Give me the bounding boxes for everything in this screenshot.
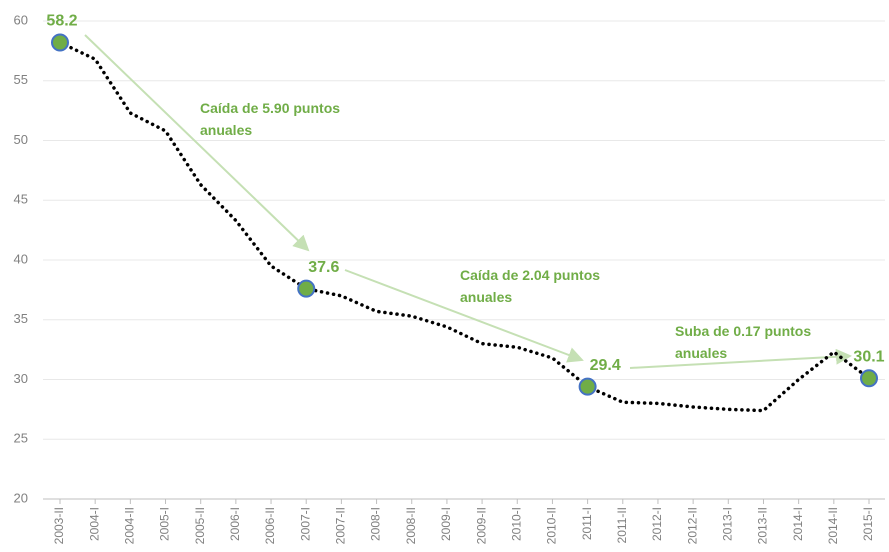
- data-label: 30.1: [853, 349, 884, 366]
- x-tick-label: 2006-II: [263, 507, 277, 544]
- data-line: [58, 40, 871, 413]
- x-tick-label: 2014-I: [791, 507, 805, 541]
- y-tick-label: 40: [14, 251, 28, 266]
- y-tick-label: 30: [14, 371, 28, 386]
- y-tick-label: 60: [14, 12, 28, 27]
- x-tick-label: 2004-II: [123, 507, 137, 544]
- x-tick-label: 2003-II: [52, 507, 66, 544]
- x-tick-label: 2008-I: [369, 507, 383, 541]
- x-tick-label: 2014-II: [826, 507, 840, 544]
- x-tick-label: 2010-II: [545, 507, 559, 544]
- x-tick-label: 2011-I: [580, 507, 594, 540]
- arrow: [629, 348, 852, 369]
- y-tick-label: 35: [14, 311, 28, 326]
- annotation: Caída de 2.04 puntos anuales: [460, 267, 601, 305]
- x-tick-label: 2009-I: [439, 507, 453, 541]
- x-tick-label: 2009-II: [474, 507, 488, 544]
- x-tick-label: 2005-II: [193, 507, 207, 544]
- x-tick-label: 2015-I: [861, 507, 875, 541]
- x-tick-label: 2013-II: [756, 507, 770, 544]
- x-tick-label: 2010-I: [509, 507, 523, 541]
- x-tick-label: 2004-I: [87, 507, 101, 541]
- annotation: Suba de 0.17 puntos anuales: [675, 323, 812, 361]
- data-label: 37.6: [308, 259, 339, 276]
- x-tick-label: 2007-II: [334, 507, 348, 544]
- x-tick-label: 2011-II: [615, 507, 629, 543]
- x-tick-label: 2007-I: [298, 507, 312, 541]
- highlight-marker: [578, 377, 597, 396]
- highlight-marker: [51, 33, 69, 52]
- y-tick-label: 25: [14, 431, 28, 446]
- y-tick-label: 45: [14, 192, 28, 207]
- x-tick-label: 2013-I: [720, 507, 734, 541]
- y-tick-label: 50: [14, 132, 28, 147]
- x-tick-label: 2008-II: [404, 507, 418, 544]
- data-label: 29.4: [590, 357, 621, 374]
- x-tick-label: 2005-I: [158, 507, 172, 541]
- data-label: 58.2: [46, 13, 77, 30]
- annotation: Caída de 5.90 puntos anuales: [200, 100, 341, 138]
- arrow: [344, 269, 584, 363]
- y-tick-label: 20: [14, 490, 28, 505]
- y-tick-label: 55: [14, 72, 28, 87]
- x-tick-label: 2012-I: [650, 507, 664, 541]
- x-tick-label: 2006-I: [228, 507, 242, 541]
- arrow: [84, 34, 310, 252]
- x-tick-label: 2012-II: [685, 507, 699, 544]
- highlight-marker: [860, 369, 878, 388]
- highlight-marker: [297, 279, 316, 298]
